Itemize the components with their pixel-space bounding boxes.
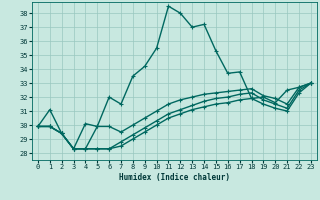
X-axis label: Humidex (Indice chaleur): Humidex (Indice chaleur) bbox=[119, 173, 230, 182]
